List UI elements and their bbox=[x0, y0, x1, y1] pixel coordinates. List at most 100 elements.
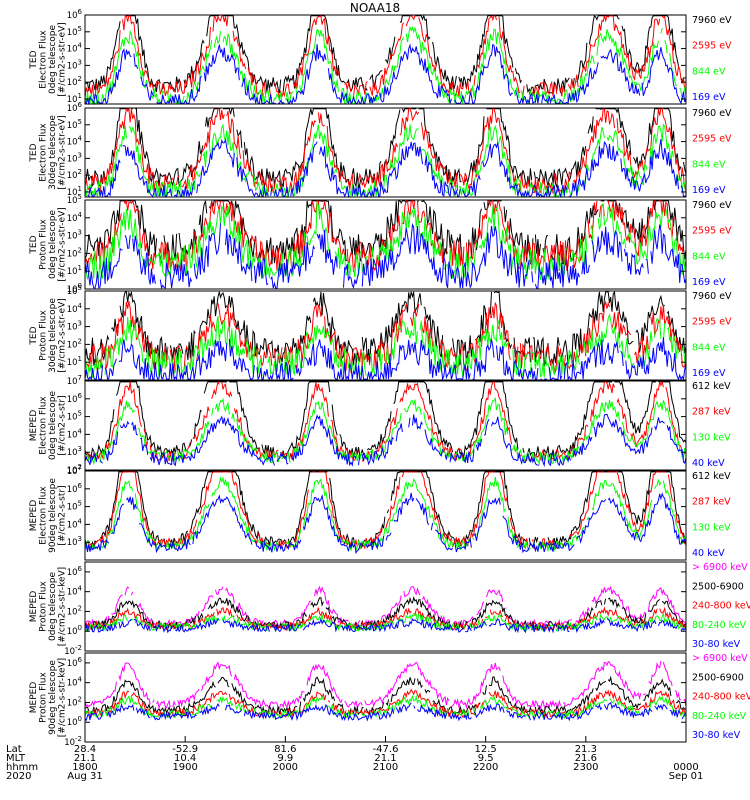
y-tick-exp: 0 bbox=[78, 624, 82, 632]
y-tick-exp: 4 bbox=[78, 302, 83, 310]
y-axis-label-line: TED bbox=[29, 143, 39, 162]
legend-entry: 80-240 keV bbox=[692, 711, 747, 722]
y-axis-label-line: 30deg telescope bbox=[48, 115, 58, 190]
y-tick-base: 10 bbox=[67, 698, 78, 708]
y-axis-label-line: MEPED bbox=[29, 591, 39, 623]
panel-frame bbox=[84, 199, 687, 290]
y-tick-base: 10 bbox=[67, 305, 78, 315]
y-tick-exp: 4 bbox=[78, 517, 83, 525]
y-tick-base: 10 bbox=[67, 61, 78, 71]
y-tick-exp: 2 bbox=[78, 246, 82, 254]
y-tick-exp: 4 bbox=[78, 42, 83, 50]
legend-entry: 844 eV bbox=[692, 159, 726, 170]
y-tick-label: 104 bbox=[67, 211, 83, 224]
y-tick-exp: 1 bbox=[78, 185, 82, 193]
y-tick-exp: 3 bbox=[78, 445, 82, 453]
y-tick-base: 10 bbox=[67, 11, 78, 21]
x-tick-label: 1900 bbox=[172, 762, 197, 773]
y-tick-exp: 2 bbox=[78, 695, 82, 703]
y-tick-label: 104 bbox=[67, 676, 83, 689]
y-tick-label: 104 bbox=[67, 517, 83, 530]
y-tick-label: 10-2 bbox=[64, 644, 82, 657]
y-axis-label: MEPED Electron Flux 0deg telescope [#/cm2-s… bbox=[29, 391, 68, 461]
legend-entry: 2595 eV bbox=[692, 317, 732, 328]
legend-entry: 287 keV bbox=[692, 407, 731, 418]
y-tick-base: 10 bbox=[64, 647, 75, 657]
x-tick-label: 9.5 bbox=[478, 753, 494, 764]
y-axis-label: TED Proton Flux 30deg telescope [#/cm2-s-st… bbox=[29, 298, 68, 373]
x-tick-label: -47.6 bbox=[373, 744, 399, 755]
y-axis-label-line: Proton Flux bbox=[38, 219, 48, 270]
y-axis-label-line: MEPED bbox=[29, 410, 39, 442]
y-axis-label: MEPED Proton Flux 0deg telescope [#/cm2-s-s… bbox=[29, 567, 68, 646]
y-tick-label: 103 bbox=[67, 151, 82, 164]
y-tick-base: 10 bbox=[67, 430, 78, 440]
y-tick-label: 101 bbox=[67, 264, 82, 277]
series-line-2 bbox=[84, 675, 687, 716]
series-line-1 bbox=[84, 380, 687, 460]
y-axis-label-line: 30deg telescope bbox=[48, 298, 58, 373]
y-tick-exp: 6 bbox=[78, 565, 83, 573]
y-axis-label-line: Electron Flux bbox=[38, 123, 48, 182]
y-tick-exp: 5 bbox=[78, 25, 82, 33]
y-axis-label-line: MEPED bbox=[29, 682, 39, 714]
panel-frame bbox=[84, 652, 687, 743]
y-tick-exp: 3 bbox=[78, 535, 82, 543]
y-axis-label-line: 90deg telescope bbox=[48, 478, 58, 553]
series-line-2 bbox=[84, 107, 687, 195]
y-axis-label: MEPED Proton Flux 90deg telescope [#/cm2-s-… bbox=[29, 658, 68, 737]
x-tick-label: 81.6 bbox=[274, 744, 296, 755]
y-tick-exp: 2 bbox=[78, 604, 82, 612]
legend-entry: 80-240 keV bbox=[692, 620, 747, 631]
y-tick-base: 10 bbox=[67, 377, 78, 387]
y-axis-label-line: TED bbox=[29, 235, 39, 254]
y-tick-label: 101 bbox=[67, 355, 82, 368]
series-line-2 bbox=[84, 300, 687, 374]
legend-entry: 240-800 keV bbox=[692, 601, 750, 612]
x-row-label: MLT bbox=[6, 753, 26, 764]
x-tick-label: 2300 bbox=[573, 762, 598, 773]
y-tick-exp: 4 bbox=[78, 135, 83, 143]
y-tick-base: 10 bbox=[67, 413, 78, 423]
y-tick-label: 102 bbox=[67, 695, 82, 708]
y-tick-base: 10 bbox=[67, 588, 78, 598]
legend-entry: 40 keV bbox=[692, 548, 725, 559]
x-tick-label: 21.6 bbox=[575, 753, 597, 764]
y-axis-label-line: [#/cm2-s-str-eV] bbox=[57, 298, 67, 373]
y-tick-label: 10-2 bbox=[64, 735, 82, 748]
y-tick-base: 10 bbox=[67, 718, 78, 728]
legend-entry: 2500-6900 bbox=[692, 672, 744, 683]
y-tick-label: 104 bbox=[67, 135, 83, 148]
panel-frame bbox=[84, 290, 687, 381]
y-tick-label: 106 bbox=[67, 565, 83, 578]
y-tick-exp: 2 bbox=[78, 168, 82, 176]
legend-entry: 844 eV bbox=[692, 251, 726, 262]
y-axis-label: MEPED Electron Flux 90deg telescope [#/cm2-… bbox=[29, 478, 68, 553]
panel-frame bbox=[84, 561, 687, 652]
y-tick-exp: 4 bbox=[78, 676, 83, 684]
y-tick-label: 106 bbox=[67, 8, 83, 21]
y-tick-label: 103 bbox=[67, 58, 82, 71]
y-tick-base: 10 bbox=[67, 285, 78, 295]
y-tick-exp: 2 bbox=[78, 463, 82, 471]
y-tick-exp: 5 bbox=[78, 410, 82, 418]
y-axis-label-line: Proton Flux bbox=[38, 581, 48, 632]
y-tick-base: 10 bbox=[67, 249, 78, 259]
y-axis-label-line: [#/cm2-s-str-keV] bbox=[57, 567, 67, 646]
legend-entry: 844 eV bbox=[692, 342, 726, 353]
y-tick-label: 103 bbox=[67, 535, 82, 548]
y-tick-base: 10 bbox=[67, 121, 78, 131]
legend-entry: 287 keV bbox=[692, 497, 731, 508]
y-tick-label: 104 bbox=[67, 427, 83, 440]
y-tick-exp: 6 bbox=[78, 101, 83, 109]
y-tick-base: 10 bbox=[67, 340, 78, 350]
y-tick-base: 10 bbox=[67, 28, 78, 38]
x-tick-label: 0000 bbox=[673, 762, 698, 773]
series-line-1 bbox=[84, 471, 687, 549]
y-tick-base: 10 bbox=[67, 395, 78, 405]
legend-entry: 30-80 keV bbox=[692, 639, 741, 650]
legend-entry: 240-800 keV bbox=[692, 692, 750, 703]
